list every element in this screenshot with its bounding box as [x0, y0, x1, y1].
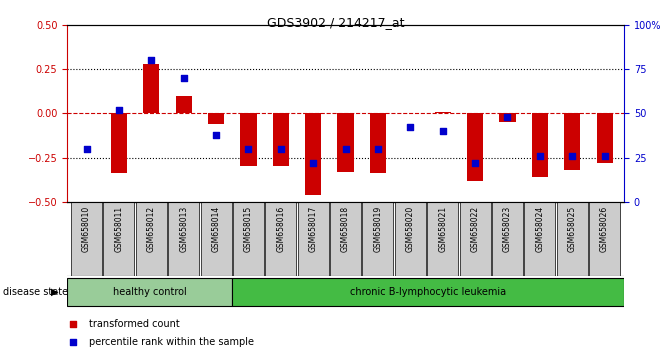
Point: [391, 224, 401, 229]
Bar: [298, 202, 329, 276]
Text: GDS3902 / 214217_at: GDS3902 / 214217_at: [267, 16, 404, 29]
Point: [81, 146, 92, 152]
Bar: [176, 96, 192, 113]
Text: percentile rank within the sample: percentile rank within the sample: [89, 337, 254, 348]
Text: GSM658014: GSM658014: [211, 205, 221, 252]
Bar: [265, 202, 297, 276]
Bar: [427, 202, 458, 276]
Bar: [435, 112, 451, 113]
Bar: [143, 64, 160, 113]
Point: [599, 153, 610, 159]
Bar: [103, 202, 134, 276]
Text: GSM658013: GSM658013: [179, 205, 188, 252]
Text: healthy control: healthy control: [113, 287, 187, 297]
Text: GSM658024: GSM658024: [535, 205, 544, 252]
Bar: [370, 113, 386, 173]
Point: [340, 146, 351, 152]
Text: GSM658022: GSM658022: [470, 205, 480, 252]
Text: GSM658017: GSM658017: [309, 205, 317, 252]
Text: GSM658026: GSM658026: [600, 205, 609, 252]
Bar: [240, 113, 256, 166]
Text: GSM658015: GSM658015: [244, 205, 253, 252]
Bar: [272, 113, 289, 166]
Bar: [531, 113, 548, 177]
Text: transformed count: transformed count: [89, 319, 180, 329]
Text: GSM658020: GSM658020: [406, 205, 415, 252]
Point: [567, 153, 578, 159]
Bar: [71, 202, 102, 276]
Bar: [330, 202, 361, 276]
Text: chronic B-lymphocytic leukemia: chronic B-lymphocytic leukemia: [350, 287, 506, 297]
Bar: [564, 113, 580, 170]
Text: disease state: disease state: [3, 287, 68, 297]
Bar: [499, 113, 515, 122]
Bar: [208, 113, 224, 124]
Text: GSM658019: GSM658019: [374, 205, 382, 252]
Text: ▶: ▶: [51, 287, 58, 297]
Bar: [305, 113, 321, 195]
Bar: [67, 278, 232, 306]
Point: [275, 146, 286, 152]
Bar: [557, 202, 588, 276]
Point: [405, 125, 416, 130]
Bar: [201, 202, 231, 276]
Text: GSM658023: GSM658023: [503, 205, 512, 252]
Text: GSM658021: GSM658021: [438, 205, 447, 252]
Bar: [460, 202, 491, 276]
Point: [470, 160, 480, 166]
Point: [178, 75, 189, 81]
Text: GSM658012: GSM658012: [147, 205, 156, 252]
Bar: [168, 202, 199, 276]
Bar: [338, 113, 354, 172]
Bar: [524, 202, 556, 276]
Bar: [362, 202, 393, 276]
Point: [391, 56, 401, 62]
Text: GSM658025: GSM658025: [568, 205, 576, 252]
Point: [535, 153, 546, 159]
Text: GSM658010: GSM658010: [82, 205, 91, 252]
Bar: [467, 113, 483, 181]
Point: [502, 114, 513, 120]
Text: GSM658011: GSM658011: [115, 205, 123, 252]
Bar: [111, 113, 127, 173]
Point: [372, 146, 383, 152]
Point: [243, 146, 254, 152]
Bar: [492, 202, 523, 276]
Bar: [597, 113, 613, 163]
Point: [211, 132, 221, 137]
Point: [308, 160, 319, 166]
Text: GSM658018: GSM658018: [341, 205, 350, 252]
Point: [437, 128, 448, 134]
Bar: [589, 202, 620, 276]
Bar: [395, 202, 426, 276]
Bar: [233, 202, 264, 276]
Bar: [232, 278, 624, 306]
Point: [113, 107, 124, 113]
Bar: [136, 202, 167, 276]
Point: [146, 57, 156, 63]
Text: GSM658016: GSM658016: [276, 205, 285, 252]
